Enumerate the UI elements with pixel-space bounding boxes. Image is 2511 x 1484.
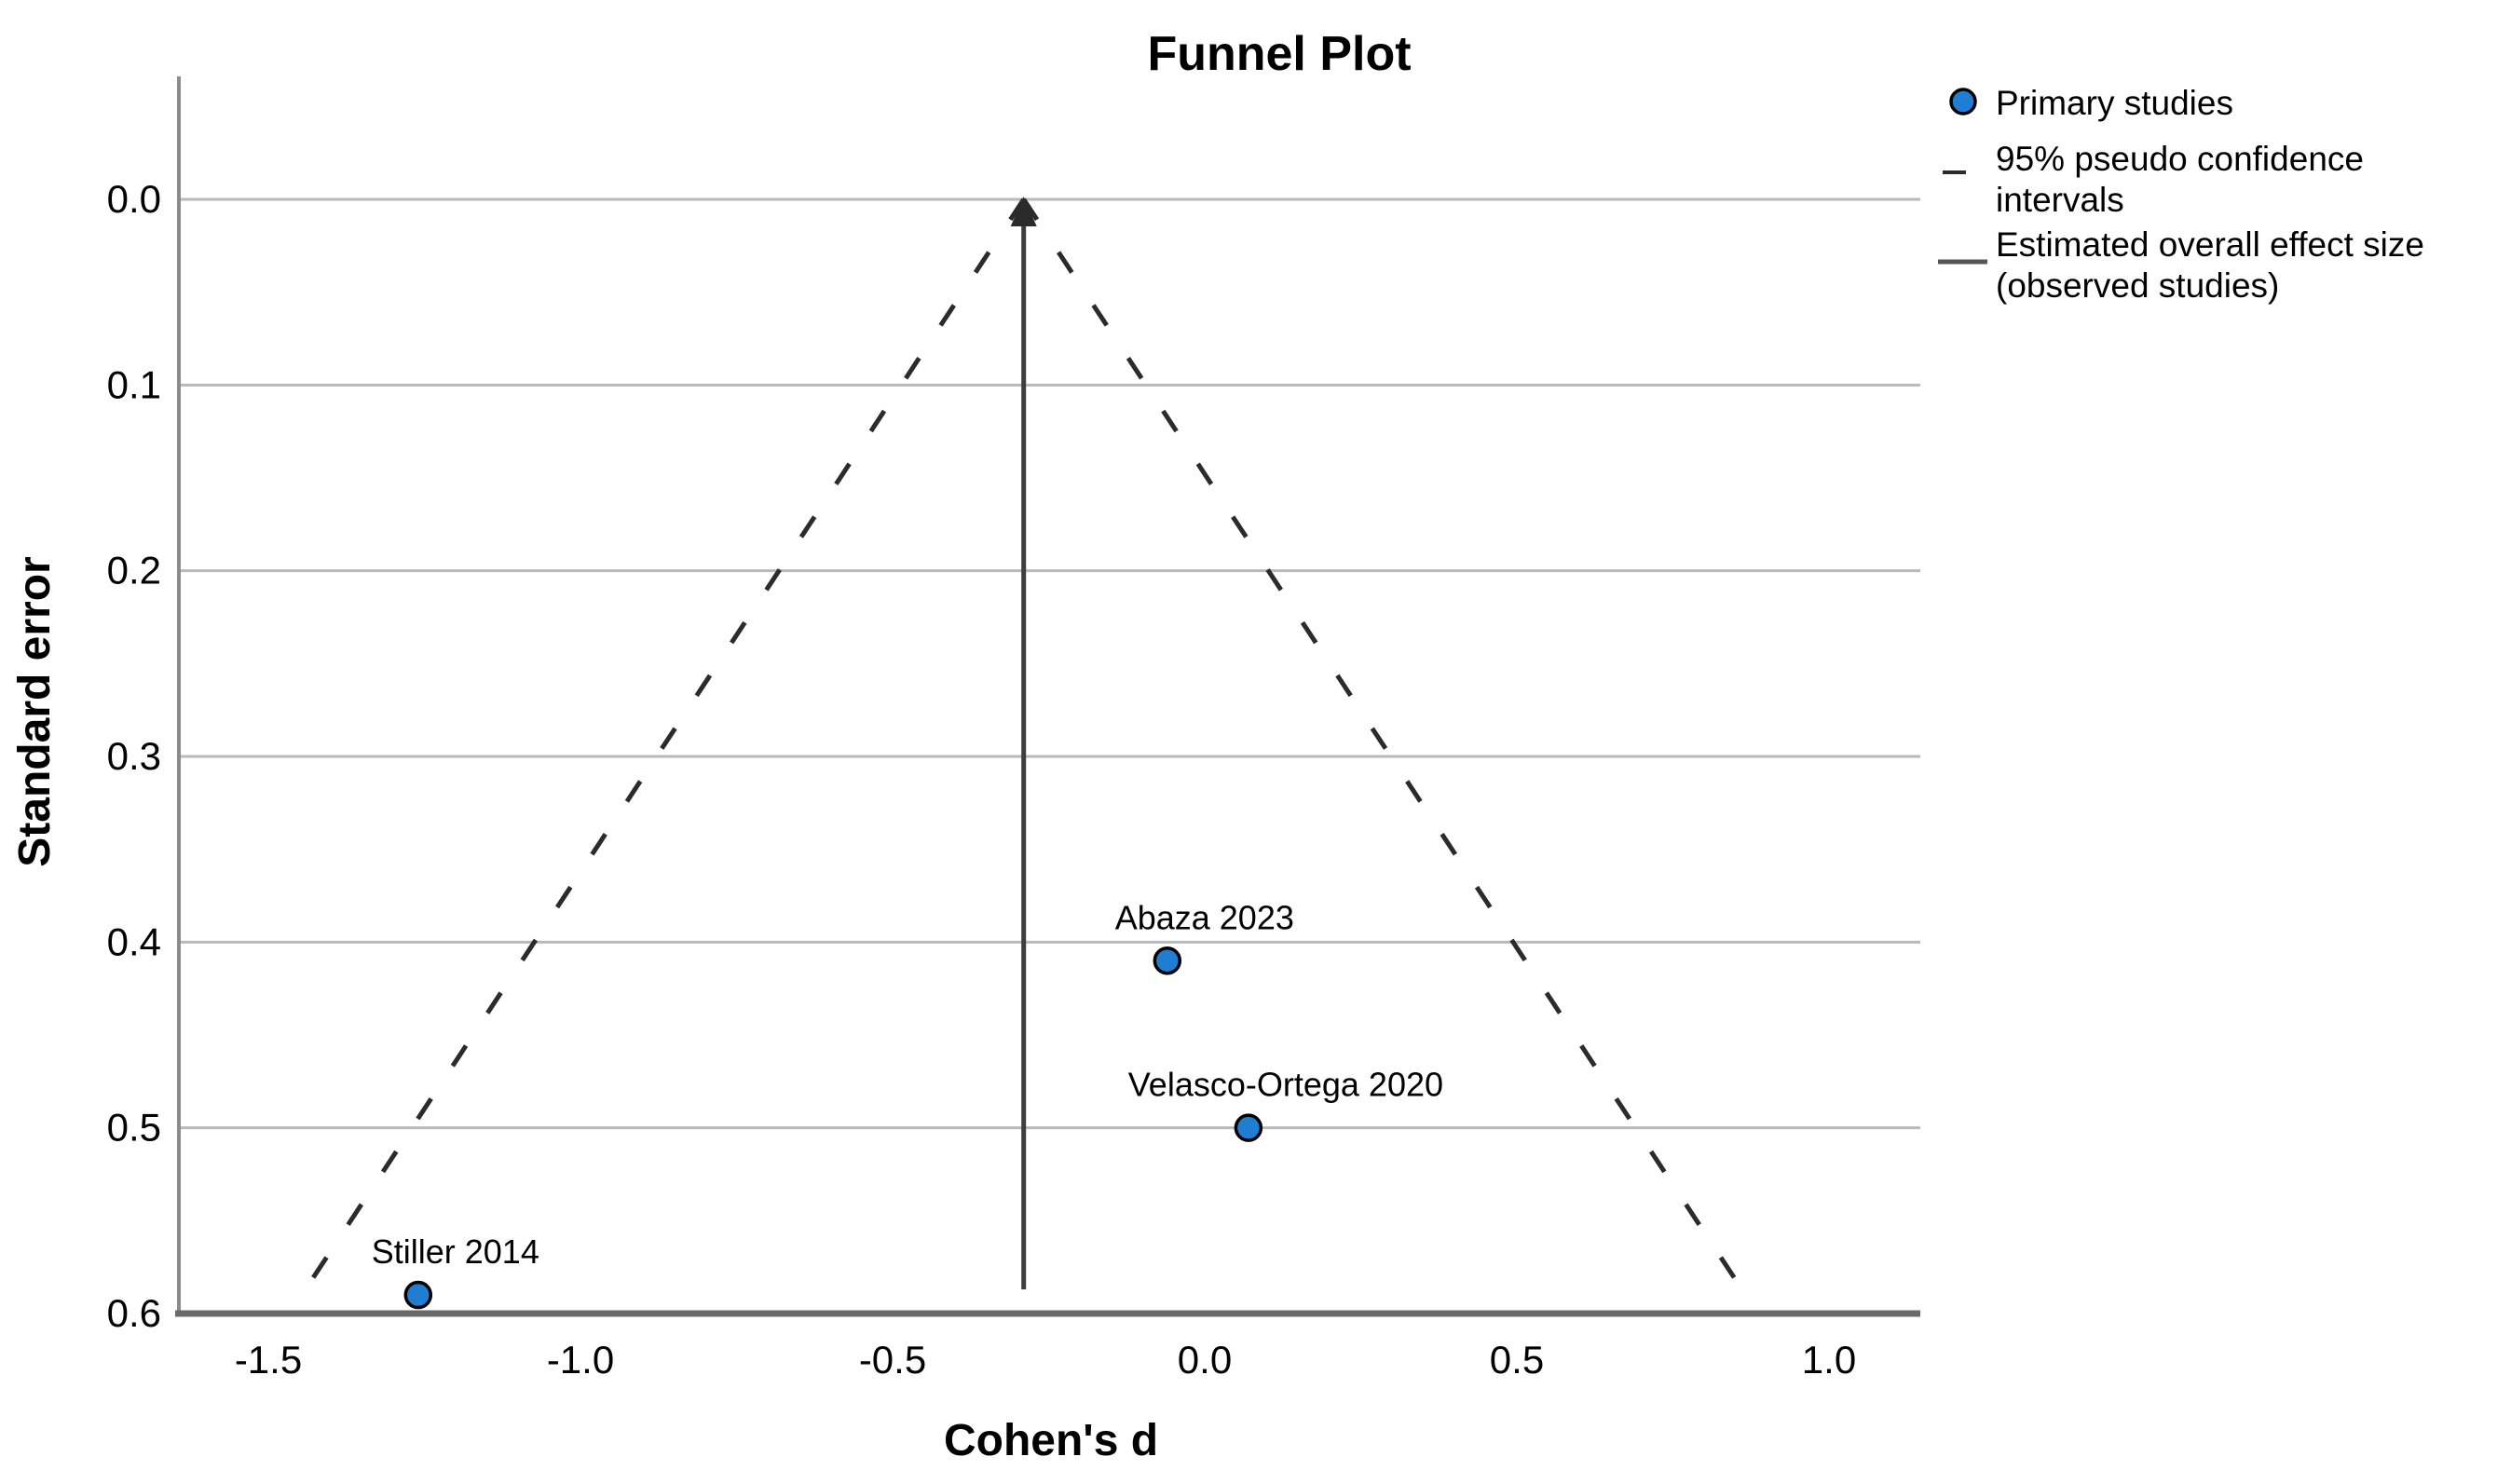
y-tick-label: 0.3 — [107, 734, 161, 778]
study-label: Velasco-Ortega 2020 — [1128, 1066, 1443, 1104]
study-point — [1234, 1113, 1263, 1142]
y-tick-label: 0.0 — [107, 177, 161, 221]
y-tick-label: 0.5 — [107, 1106, 161, 1150]
study-label: Abaza 2023 — [1115, 898, 1294, 936]
legend: Primary studies 95% pseudo confidence in… — [1938, 84, 2424, 305]
x-axis-title: Cohen's d — [944, 1416, 1158, 1465]
pseudo-confidence-funnel — [295, 197, 1752, 1302]
plot-frame — [175, 76, 1920, 1317]
funnel-dashed-line-left — [295, 197, 1026, 1302]
y-tick-label: 0.1 — [107, 362, 161, 406]
legend-label-overall-line1: Estimated overall effect size — [1996, 225, 2424, 264]
primary-studies-marker-icon — [1949, 88, 1977, 116]
estimated-overall-effect-line — [1010, 197, 1037, 1290]
y-tick-label: 0.6 — [107, 1291, 161, 1335]
x-tick-label: -0.5 — [859, 1338, 926, 1382]
legend-item-pseudo-confidence: 95% pseudo confidence intervals — [1943, 140, 2364, 219]
x-tick-label: 1.0 — [1802, 1338, 1856, 1382]
y-tick-label: 0.2 — [107, 549, 161, 592]
gridlines — [179, 197, 1920, 1130]
chart-title: Funnel Plot — [1147, 27, 1411, 81]
study-point — [1153, 946, 1182, 975]
x-tick-label: 0.5 — [1490, 1338, 1544, 1382]
arrow-up-icon — [1010, 197, 1037, 226]
legend-item-overall-effect: Estimated overall effect size (observed … — [1938, 225, 2424, 305]
legend-label-pseudo-ci-line1: 95% pseudo confidence — [1996, 140, 2364, 178]
legend-label-primary-studies: Primary studies — [1996, 84, 2233, 122]
y-tick-label: 0.4 — [107, 919, 161, 963]
legend-item-primary-studies: Primary studies — [1949, 84, 2233, 122]
legend-label-pseudo-ci-line2: intervals — [1996, 181, 2124, 219]
study-point — [403, 1280, 433, 1310]
legend-label-overall-line2: (observed studies) — [1996, 266, 2279, 305]
x-tick-label: 0.0 — [1178, 1338, 1232, 1382]
y-axis-title: Standard error — [10, 556, 60, 866]
study-label: Stiller 2014 — [372, 1232, 539, 1271]
axis-tick-labels: -1.5 -1.0 -0.5 0.0 0.5 1.0 0.0 0.1 0.2 0.3 0.4 0.5 0… — [107, 177, 1857, 1382]
x-tick-label: -1.5 — [235, 1338, 302, 1382]
primary-study-points: Stiller 2014 Abaza 2023 Velasco-Ortega 202… — [372, 898, 1443, 1310]
x-tick-label: -1.0 — [547, 1338, 614, 1382]
funnel-dashed-line-right — [1021, 197, 1752, 1302]
